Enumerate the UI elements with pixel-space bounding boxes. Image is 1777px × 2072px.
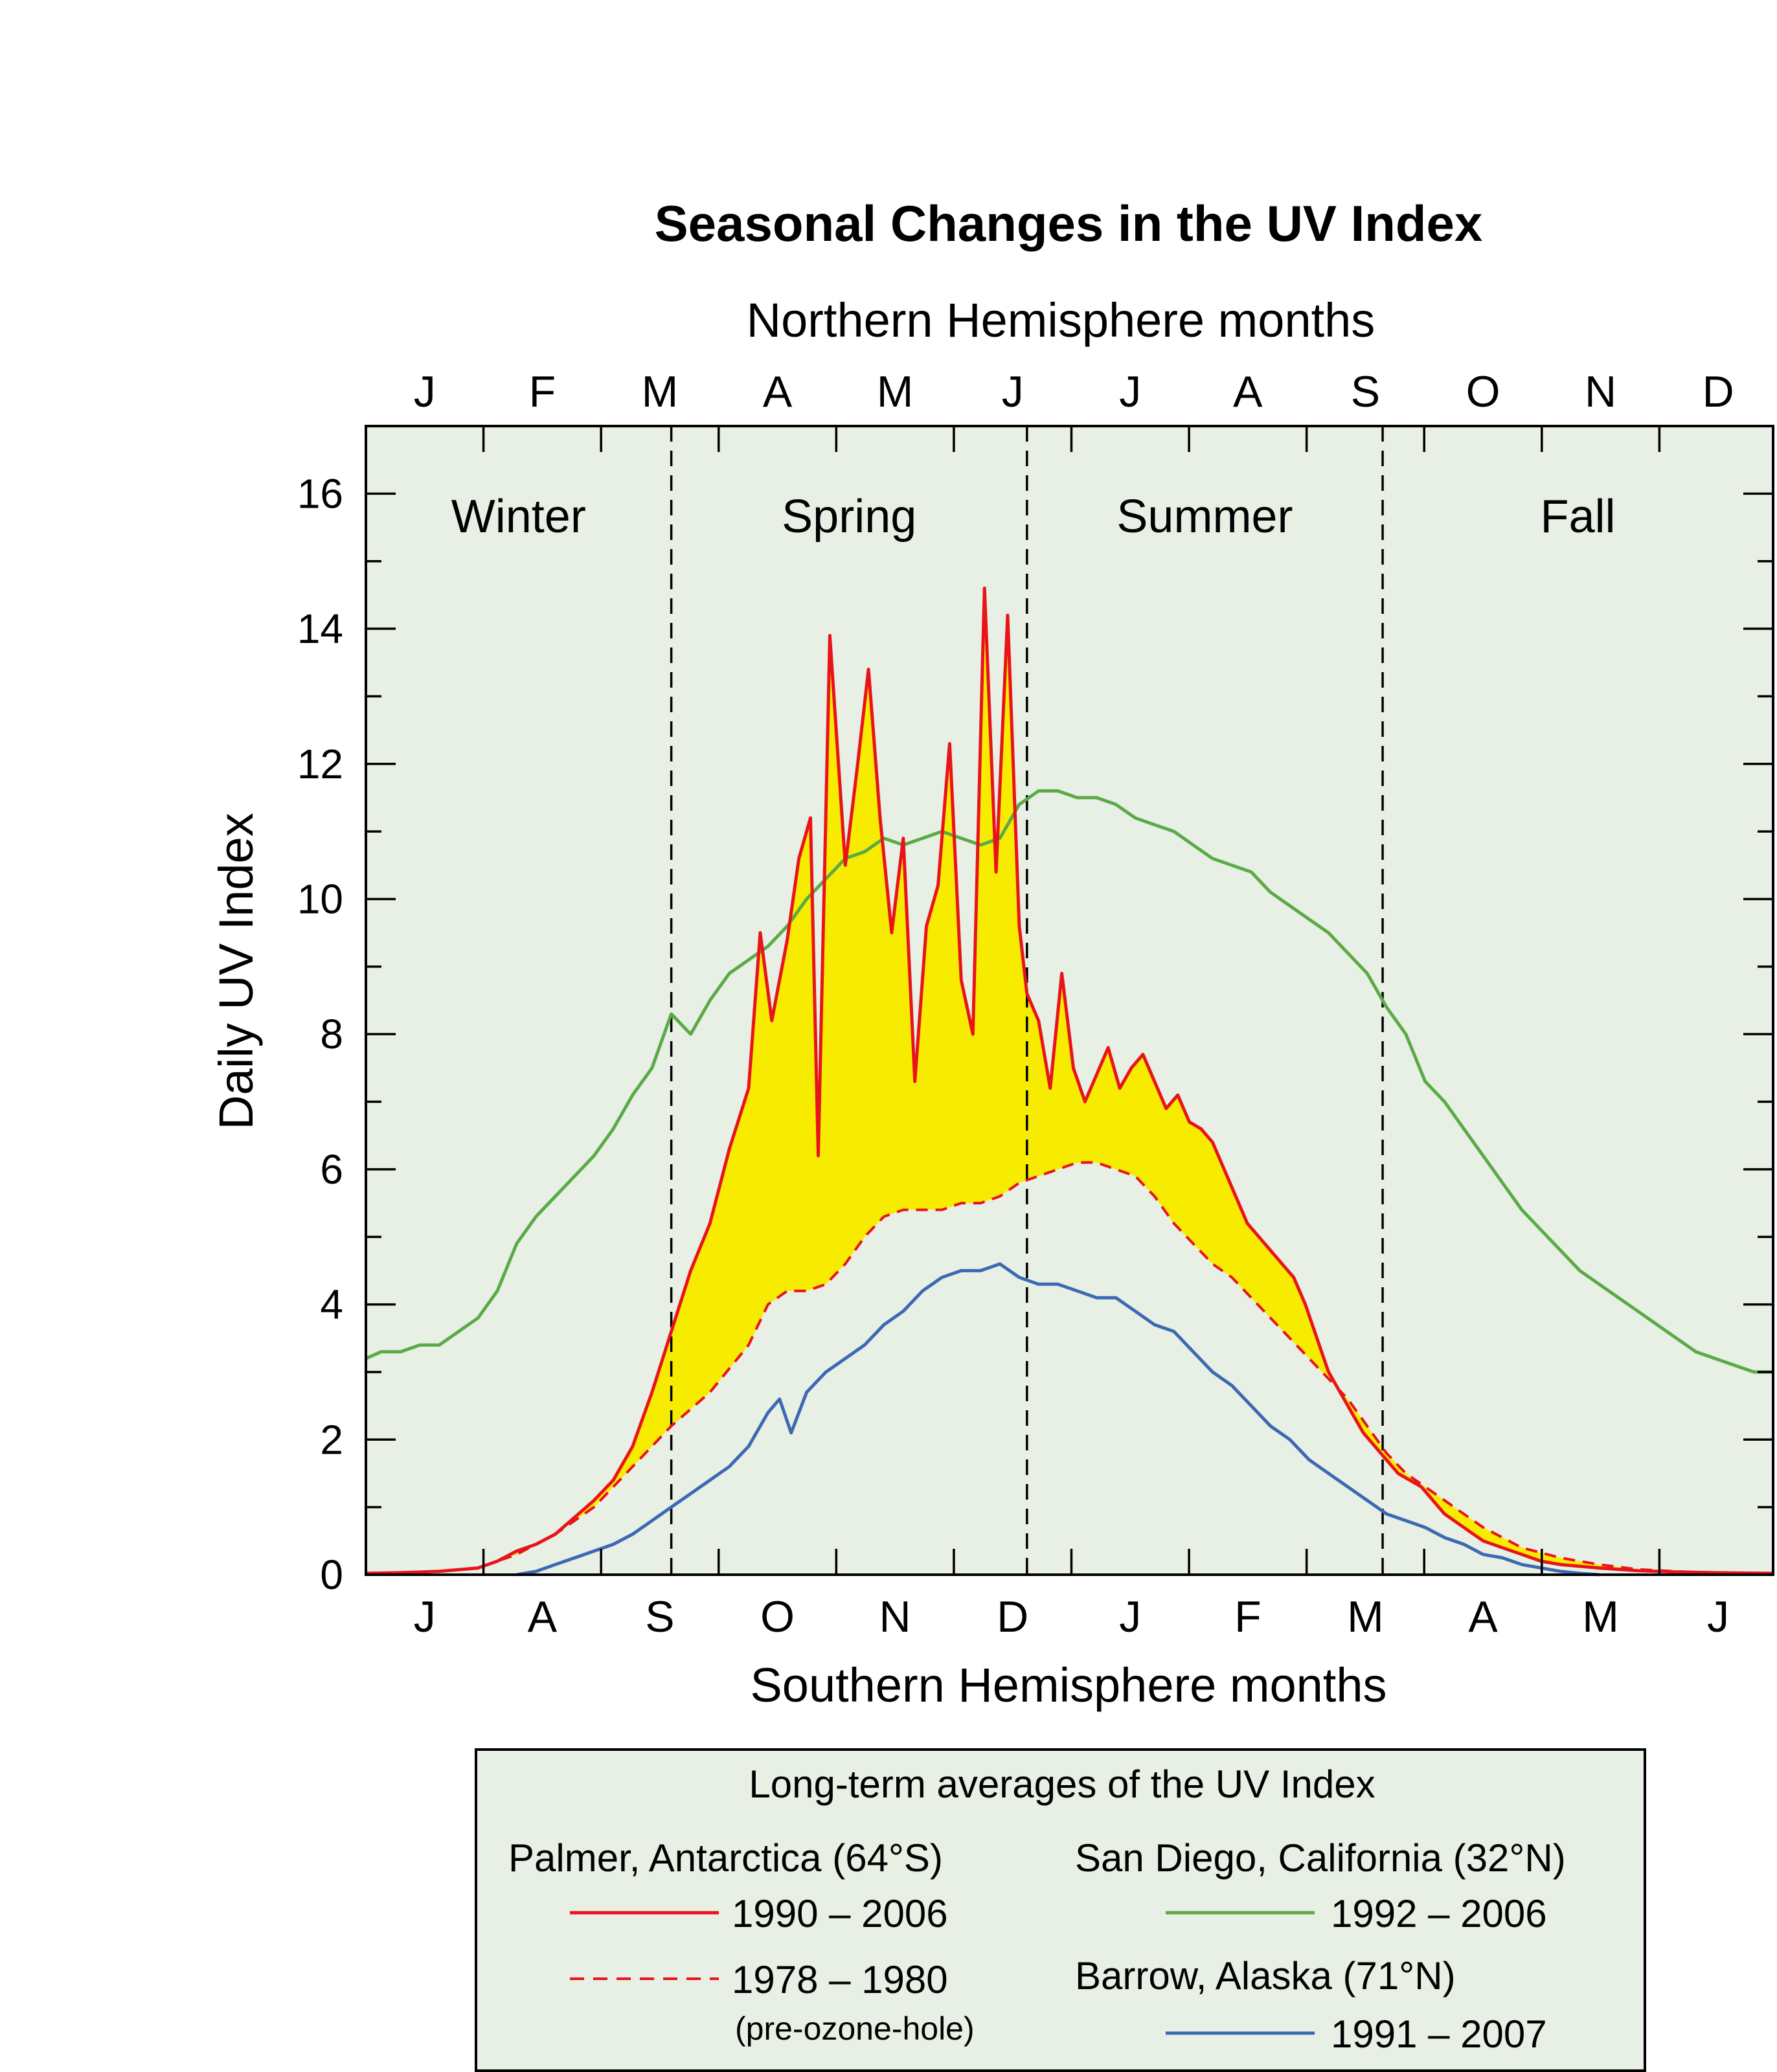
y-tick-label: 0 — [320, 1551, 343, 1598]
bottom-month-label: F — [1234, 1592, 1262, 1641]
legend-barrow-heading: Barrow, Alaska (71°N) — [1075, 1954, 1456, 1998]
bottom-month-label: M — [1582, 1592, 1619, 1641]
plot-area — [366, 426, 1773, 1575]
season-divider-layer: Winter Spring Summer Fall — [451, 426, 1616, 1575]
top-month-label: M — [877, 367, 914, 416]
top-month-label: F — [529, 367, 556, 416]
plot-frame — [365, 425, 1774, 1576]
legend-barrow-label: 1991 – 2007 — [1331, 2012, 1547, 2056]
top-month-label: J — [1119, 367, 1141, 416]
y-tick-label: 4 — [320, 1281, 343, 1328]
bottom-month-label: N — [879, 1592, 911, 1641]
legend-palmer-old-note: (pre-ozone-hole) — [735, 2010, 975, 2047]
legend-palmer-recent-label: 1990 – 2006 — [732, 1892, 948, 1935]
top-month-label: A — [1233, 367, 1263, 416]
season-label: Winter — [451, 491, 586, 543]
y-tick-label: 12 — [297, 741, 343, 787]
top-month-label: M — [642, 367, 679, 416]
chart-title: Seasonal Changes in the UV Index — [655, 195, 1483, 252]
series-line — [365, 789, 1773, 1374]
bottom-month-label: A — [1468, 1592, 1498, 1641]
legend-box — [475, 1748, 1646, 2072]
series-layer — [365, 586, 1774, 1577]
season-label: Fall — [1541, 491, 1616, 543]
y-tick-label: 16 — [297, 470, 343, 517]
legend-sandiego-heading: San Diego, California (32°N) — [1075, 1836, 1566, 1880]
bottom-month-label: J — [1707, 1592, 1729, 1641]
top-month-label: O — [1466, 367, 1500, 416]
bottom-axis-title: Southern Hemisphere months — [750, 1658, 1387, 1712]
top-month-label: D — [1703, 367, 1734, 416]
y-tick-label: 10 — [297, 875, 343, 922]
season-label: Summer — [1116, 491, 1293, 543]
y-tick-label: 14 — [297, 605, 343, 652]
legend: Long-term averages of the UV Index Palme… — [475, 1748, 1646, 2072]
ozone-loss-fill — [366, 588, 1773, 1573]
top-month-label: J — [1002, 367, 1024, 416]
top-month-label: S — [1351, 367, 1380, 416]
top-month-label: J — [414, 367, 436, 416]
top-month-label: A — [763, 367, 793, 416]
y-axis-title: Daily UV Index — [209, 813, 263, 1129]
ozone-fill-layer — [366, 588, 1773, 1573]
bottom-month-label: S — [645, 1592, 674, 1641]
y-tick-label: 2 — [320, 1416, 343, 1463]
bottom-month-label: M — [1347, 1592, 1384, 1641]
top-month-label: N — [1585, 367, 1616, 416]
bottom-month-label: J — [414, 1592, 436, 1641]
legend-palmer-heading: Palmer, Antarctica (64°S) — [508, 1836, 943, 1880]
legend-palmer-old-label: 1978 – 1980 — [732, 1958, 948, 2001]
series-line — [365, 1161, 1774, 1575]
bottom-month-label: O — [760, 1592, 795, 1641]
season-label: Spring — [782, 491, 916, 543]
legend-title: Long-term averages of the UV Index — [749, 1762, 1375, 1806]
y-tick-label: 6 — [320, 1146, 343, 1193]
series-line — [516, 1262, 1600, 1577]
legend-sandiego-label: 1992 – 2006 — [1331, 1892, 1547, 1935]
bottom-month-label: A — [528, 1592, 558, 1641]
series-line — [365, 586, 1774, 1575]
y-tick-label: 8 — [320, 1011, 343, 1057]
bottom-month-label: D — [997, 1592, 1028, 1641]
top-axis-title: Northern Hemisphere months — [747, 293, 1375, 347]
bottom-month-label: J — [1119, 1592, 1141, 1641]
axis-layer: 0 2 4 6 8 10 12 14 16 J F M A M J J A S O N D J A S O N D J F M A M J — [297, 367, 1773, 1641]
